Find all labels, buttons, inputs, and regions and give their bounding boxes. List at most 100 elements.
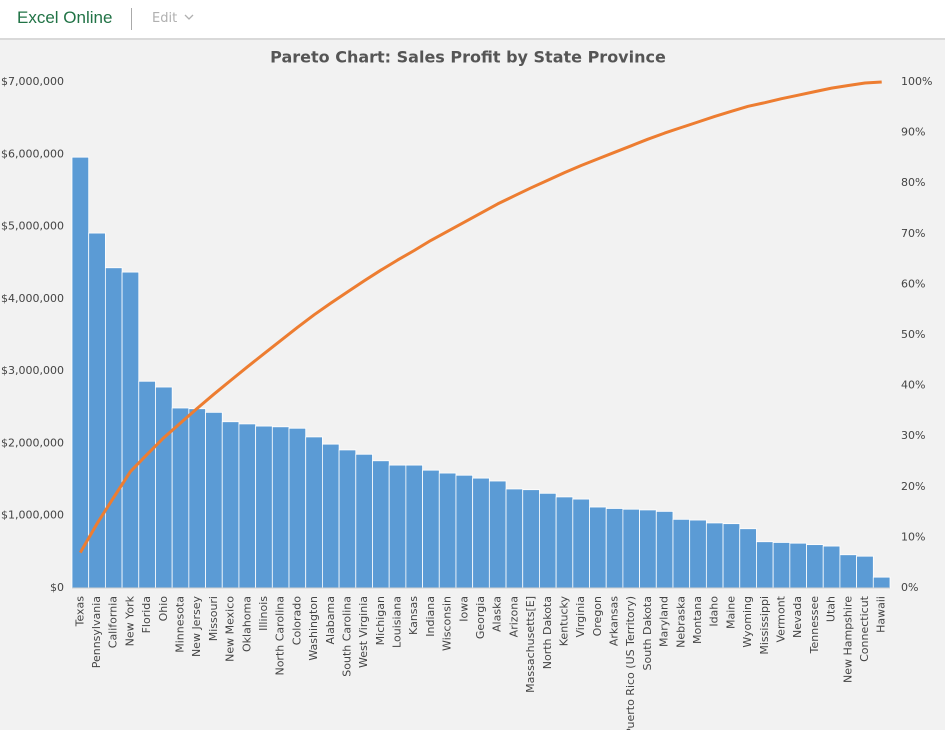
- x-tick-label: Maine: [724, 596, 737, 629]
- bar: [372, 460, 390, 589]
- bar: [255, 425, 273, 589]
- x-tick-label: Florida: [140, 596, 153, 633]
- y-tick-label: $5,000,000: [1, 220, 64, 233]
- x-tick-label: Arkansas: [608, 596, 621, 646]
- x-tick-label: Iowa: [457, 596, 470, 622]
- y2-tick-label: 40%: [901, 379, 925, 392]
- x-tick-label: Indiana: [424, 596, 437, 637]
- bar: [605, 508, 624, 589]
- x-tick-label: Montana: [691, 596, 704, 644]
- edit-menu[interactable]: Edit: [152, 11, 178, 26]
- bar: [622, 508, 640, 589]
- bar: [355, 453, 373, 589]
- x-tick-label: Colorado: [290, 596, 303, 645]
- y2-tick-label: 80%: [901, 176, 925, 189]
- bar: [121, 271, 140, 589]
- bar: [171, 407, 190, 589]
- x-tick-label: Oregon: [591, 596, 604, 636]
- bar: [322, 443, 340, 589]
- chart-title: Pareto Chart: Sales Profit by State Prov…: [270, 48, 666, 67]
- bar: [305, 436, 323, 589]
- x-tick-label: Idaho: [708, 596, 721, 627]
- bar: [589, 506, 607, 589]
- bar: [205, 411, 223, 589]
- chevron: [184, 14, 194, 20]
- x-tick-label: California: [107, 596, 120, 648]
- bar: [388, 464, 407, 589]
- x-tick-label: Alaska: [491, 596, 504, 632]
- bar: [288, 427, 307, 589]
- bar: [789, 542, 807, 589]
- x-tick-label: Puerto Rico (US Territory): [624, 596, 637, 730]
- bar: [572, 498, 590, 589]
- x-tick-label: North Dakota: [541, 596, 554, 669]
- y2-tick-label: 20%: [901, 480, 925, 493]
- x-tick-label: Texas: [73, 596, 86, 628]
- bar: [221, 421, 240, 589]
- x-tick-label: Nevada: [791, 596, 804, 638]
- bar: [188, 408, 206, 589]
- x-tick-label: Ohio: [157, 596, 170, 622]
- bar: [655, 510, 674, 589]
- x-tick-label: Missouri: [207, 596, 220, 641]
- x-tick-label: Washington: [307, 596, 320, 661]
- y2-tick-label: 90%: [901, 126, 925, 139]
- bar: [705, 522, 724, 589]
- x-tick-label: Tennessee: [808, 596, 821, 655]
- bar: [722, 523, 741, 589]
- x-tick-label: South Carolina: [340, 596, 353, 677]
- x-tick-label: Connecticut: [858, 595, 871, 662]
- x-tick-label: Illinois: [257, 596, 270, 631]
- x-tick-label: Pennsylvania: [90, 596, 103, 668]
- bar: [138, 380, 156, 589]
- x-tick-label: Wisconsin: [441, 596, 454, 651]
- x-tick-label: Mississippi: [758, 596, 771, 655]
- x-tick-label: North Carolina: [274, 596, 287, 676]
- y-tick-label: $4,000,000: [1, 292, 64, 305]
- y-tick-label: $3,000,000: [1, 364, 64, 377]
- chart: Pareto Chart: Sales Profit by State Prov…: [1, 48, 932, 730]
- y2-tick-label: 60%: [901, 277, 925, 290]
- x-tick-label: Virginia: [574, 596, 587, 637]
- x-tick-label: Georgia: [474, 596, 487, 639]
- y-tick-label: $1,000,000: [1, 509, 64, 522]
- bar: [104, 267, 123, 589]
- y2-tick-label: 100%: [901, 75, 932, 88]
- x-tick-label: South Dakota: [641, 596, 654, 670]
- y2-tick-label: 70%: [901, 227, 925, 240]
- x-tick-label: Kansas: [407, 596, 420, 635]
- x-tick-label: Minnesota: [174, 596, 187, 653]
- bar: [438, 472, 457, 589]
- bar: [872, 576, 891, 589]
- bar: [71, 156, 90, 589]
- x-tick-label: Oklahoma: [240, 596, 253, 652]
- bar: [238, 423, 257, 589]
- x-tick-label: Vermont: [774, 595, 787, 642]
- app-name: Excel Online: [17, 8, 113, 27]
- bar: [739, 528, 757, 589]
- y-tick-label: $6,000,000: [1, 147, 64, 160]
- x-tick-label: New York: [123, 595, 136, 646]
- bar: [522, 489, 540, 589]
- x-tick-label: West Virginia: [357, 596, 370, 668]
- x-tick-label: Louisiana: [391, 596, 404, 648]
- x-tick-label: Arizona: [507, 596, 520, 637]
- bar: [772, 542, 791, 589]
- separator: [131, 8, 132, 30]
- x-tick-label: Wyoming: [741, 596, 754, 648]
- x-tick-label: New Mexico: [224, 596, 237, 662]
- bar: [539, 492, 557, 589]
- x-tick-label: Massachusetts[E]: [524, 596, 537, 693]
- bar: [405, 464, 423, 589]
- bar: [505, 488, 524, 589]
- x-tick-label: Utah: [825, 596, 838, 622]
- x-tick-label: Maryland: [658, 596, 671, 647]
- toolbar: Excel Online Edit: [0, 0, 945, 40]
- bar: [689, 519, 707, 589]
- bar: [839, 554, 858, 589]
- y-tick-label: $0: [50, 581, 64, 594]
- y-tick-label: $7,000,000: [1, 75, 64, 88]
- bar: [455, 474, 474, 589]
- y2-tick-label: 50%: [901, 328, 925, 341]
